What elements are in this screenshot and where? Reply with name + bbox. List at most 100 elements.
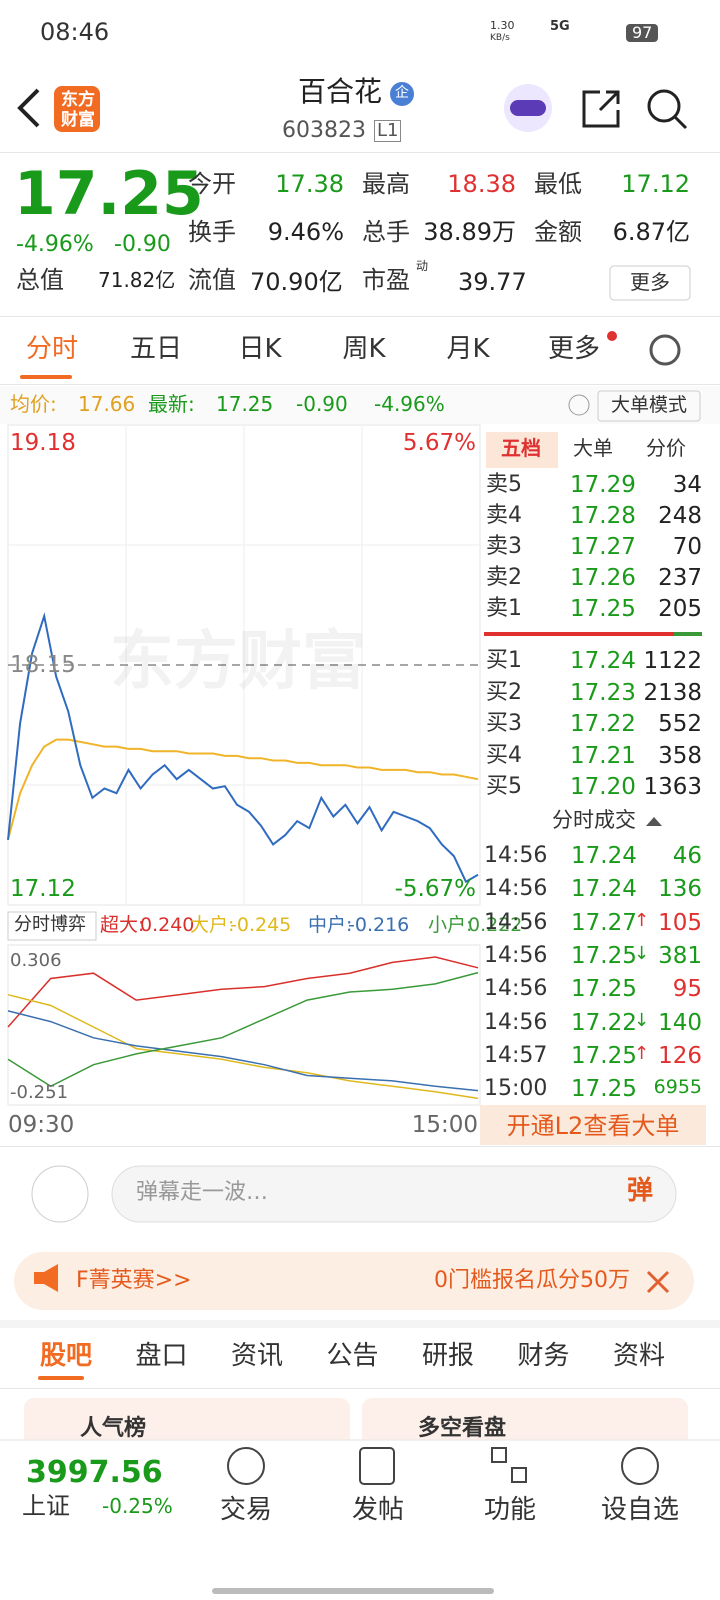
- book-tab[interactable]: 五档: [501, 436, 541, 460]
- trade-time: 15:00: [484, 1076, 548, 1102]
- section-tab[interactable]: 公告: [326, 1341, 379, 1371]
- comment-placeholder[interactable]: 弹幕走一波…: [136, 1180, 269, 1205]
- banner-bg[interactable]: [14, 1252, 694, 1310]
- nav-icon: [227, 1447, 265, 1485]
- book-volume: 2138: [643, 679, 702, 706]
- mode-btn[interactable]: [597, 390, 701, 422]
- back[interactable]: [17, 88, 40, 128]
- book-tab[interactable]: 大单: [573, 436, 613, 460]
- book-price: 17.24: [570, 648, 636, 674]
- buy-sell-bar: [674, 632, 702, 636]
- flow-select[interactable]: 分时博弈: [14, 914, 86, 935]
- trade-volume: 95: [672, 976, 702, 1003]
- info-bg: [0, 386, 720, 424]
- emoji-btn[interactable]: [31, 1165, 89, 1223]
- tab[interactable]: 月K: [446, 334, 490, 364]
- help[interactable]: [568, 394, 590, 416]
- tab[interactable]: 周K: [342, 334, 386, 364]
- pct-min: -5.67%: [394, 876, 476, 902]
- close[interactable]: [646, 1270, 670, 1294]
- nav-item[interactable]: 发帖: [351, 1495, 405, 1525]
- change: -0.90: [296, 392, 348, 416]
- nav-icon: [491, 1447, 507, 1463]
- share[interactable]: [582, 90, 620, 128]
- flow-select[interactable]: [7, 911, 97, 941]
- trade-volume: 140: [658, 1009, 702, 1036]
- avg-line: [7, 738, 479, 841]
- book-volume: 1122: [643, 648, 702, 674]
- x-label: 09:30: [8, 1112, 75, 1138]
- flow-line: [7, 1010, 479, 1092]
- banner-left[interactable]: F菁英赛>>: [76, 1268, 192, 1293]
- flow-legend-value: 0.222: [468, 914, 523, 936]
- section-tab[interactable]: 资料: [612, 1341, 666, 1371]
- price-line: [7, 612, 479, 884]
- search-handle: [673, 115, 688, 130]
- tab[interactable]: 五日: [129, 334, 183, 364]
- tab[interactable]: 日K: [238, 334, 282, 364]
- book-label: 买1: [486, 648, 522, 673]
- more-btn[interactable]: [609, 265, 691, 301]
- section-tab[interactable]: 股吧: [39, 1341, 93, 1371]
- section-tab[interactable]: 资讯: [230, 1341, 284, 1371]
- trade-price: 17.25: [571, 1076, 637, 1103]
- trade-price: 17.22: [571, 1009, 637, 1036]
- search[interactable]: [647, 89, 681, 123]
- nav-item[interactable]: 功能: [483, 1495, 537, 1525]
- more[interactable]: 更多: [630, 270, 670, 294]
- flow-legend-value: -0.216: [348, 914, 410, 936]
- field-label: 总值: [16, 266, 64, 294]
- section-tab[interactable]: 研报: [421, 1341, 475, 1371]
- battery: 97: [626, 24, 659, 42]
- book-volume: 1363: [643, 774, 702, 800]
- flow-line: [7, 993, 479, 1100]
- tab[interactable]: 分时: [25, 334, 79, 364]
- book-label: 买4: [486, 742, 522, 768]
- book-label: 买3: [486, 711, 522, 736]
- level: L1: [374, 120, 402, 142]
- book-tab[interactable]: 分价: [646, 436, 686, 460]
- tab[interactable]: 更多: [547, 334, 601, 364]
- dot: [607, 331, 617, 341]
- l2-bg[interactable]: [480, 1105, 706, 1145]
- danmaku-btn[interactable]: 弹: [626, 1176, 654, 1206]
- l2-link[interactable]: 开通L2查看大单: [506, 1112, 680, 1140]
- section-tab[interactable]: 财务: [517, 1341, 570, 1371]
- banner-right[interactable]: 0门槛报名瓜分50万: [434, 1268, 630, 1293]
- field-value: 17.38: [275, 170, 344, 198]
- card-title[interactable]: 多空看盘: [418, 1416, 507, 1441]
- mode[interactable]: 大单模式: [610, 394, 688, 416]
- trade-time: 14:56: [484, 843, 548, 868]
- gap: [0, 1320, 720, 1328]
- trade-arrow: ↑: [634, 909, 650, 931]
- pct-max: 5.67%: [402, 430, 476, 456]
- book-volume: 552: [658, 711, 702, 737]
- trade-volume: 46: [672, 843, 702, 869]
- y-mid: 18.15: [10, 652, 76, 678]
- flow-y-max: 0.306: [10, 950, 62, 971]
- nav-icon: [511, 1467, 527, 1483]
- settings[interactable]: [649, 334, 681, 366]
- field-label: 最高: [362, 170, 410, 198]
- card[interactable]: [24, 1398, 350, 1448]
- trade-arrow: ↓: [634, 1009, 650, 1031]
- card-title[interactable]: 人气榜: [80, 1416, 147, 1441]
- badge: 企: [395, 85, 409, 101]
- nav-icon: [621, 1447, 659, 1485]
- book-price: 17.28: [570, 503, 636, 529]
- y-min: 17.12: [10, 876, 76, 902]
- nav-item[interactable]: 交易: [219, 1495, 273, 1525]
- flow-legend: 超大:: [100, 914, 145, 936]
- net-speed-unit: KB/s: [490, 33, 510, 43]
- book-label: 卖2: [486, 565, 522, 590]
- section-tab[interactable]: 盘口: [135, 1341, 188, 1371]
- card[interactable]: [362, 1398, 688, 1448]
- sort-arrow: [646, 817, 662, 826]
- comment-input[interactable]: [111, 1165, 677, 1223]
- trade-price: 17.25: [571, 976, 637, 1003]
- nav-item[interactable]: 设自选: [600, 1495, 680, 1525]
- avg: 17.66: [78, 392, 136, 416]
- assistant-eyes: [510, 100, 546, 116]
- divider: [0, 1388, 720, 1389]
- field-value: 6.87亿: [612, 218, 690, 246]
